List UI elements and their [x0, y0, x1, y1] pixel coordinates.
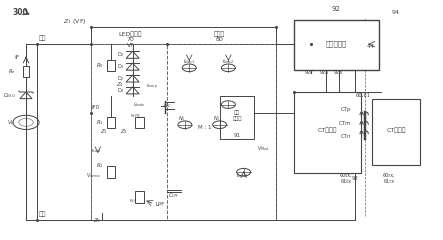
Text: $P_0$: $P_0$	[230, 96, 237, 105]
Bar	[106, 117, 115, 128]
Text: 93: 93	[352, 176, 358, 181]
Text: CT接收器: CT接收器	[386, 127, 406, 133]
Bar	[294, 20, 378, 70]
Text: $R_{LPF2}$: $R_{LPF2}$	[129, 198, 140, 205]
Text: $Z_0$: $Z_0$	[93, 216, 101, 225]
Bar	[106, 167, 115, 178]
Text: iF: iF	[14, 55, 19, 60]
Text: CTp: CTp	[341, 108, 352, 113]
Text: 92b: 92b	[334, 70, 343, 75]
Text: D$_3$: D$_3$	[117, 86, 125, 95]
Text: LED仿真器: LED仿真器	[119, 31, 142, 37]
Text: 94: 94	[392, 10, 400, 15]
Text: 阴极: 阴极	[39, 211, 47, 217]
Text: $C_{LPF}$: $C_{LPF}$	[168, 191, 180, 200]
Text: $i_{temp}$: $i_{temp}$	[146, 82, 158, 92]
Bar	[23, 66, 30, 77]
Text: $R_{LPF1}$: $R_{LPF1}$	[130, 112, 142, 120]
Text: $R_0$: $R_0$	[96, 61, 104, 70]
Text: 80: 80	[216, 36, 224, 42]
Text: $N_C$: $N_C$	[163, 101, 172, 110]
Text: 44: 44	[366, 44, 374, 49]
Text: $i_{diode}$: $i_{diode}$	[132, 100, 145, 109]
Text: 电平
转换器: 电平 转换器	[233, 110, 242, 121]
Bar	[372, 99, 420, 165]
Text: 60rx,
61rx: 60rx, 61rx	[383, 173, 396, 184]
Text: 比较器: 比较器	[214, 31, 225, 37]
Text: $Z_4$: $Z_4$	[116, 80, 124, 89]
Text: $N_1$: $N_1$	[213, 114, 221, 123]
Bar	[135, 117, 144, 128]
Text: $R_2$: $R_2$	[96, 161, 104, 169]
Text: 60,61: 60,61	[356, 92, 371, 97]
Text: 70: 70	[127, 36, 134, 42]
Text: $I_{bias2}$: $I_{bias2}$	[222, 57, 234, 66]
Bar	[294, 91, 361, 173]
Text: 60tx,
61tx: 60tx, 61tx	[339, 173, 352, 184]
Text: D$_1$: D$_1$	[117, 62, 125, 71]
Text: D$_2$: D$_2$	[117, 74, 125, 83]
Bar	[135, 192, 144, 203]
Text: $R_1$: $R_1$	[96, 118, 104, 127]
Text: 300: 300	[13, 8, 29, 17]
Text: $V_{sense}$: $V_{sense}$	[86, 171, 101, 180]
Text: 91: 91	[233, 133, 241, 138]
Text: $V_{Mod}$: $V_{Mod}$	[256, 144, 269, 153]
Text: $I_{bias1}$: $I_{bias1}$	[183, 57, 195, 66]
Text: CTm: CTm	[339, 121, 352, 126]
Text: $Z_2$: $Z_2$	[120, 127, 128, 136]
Text: $D_{ESO}$: $D_{ESO}$	[4, 91, 16, 100]
Text: CTn: CTn	[341, 134, 352, 139]
Text: 电源提取器: 电源提取器	[326, 40, 347, 47]
Bar	[91, 44, 276, 220]
Text: LPF: LPF	[155, 202, 165, 207]
Text: CT发送器: CT发送器	[318, 127, 337, 133]
Bar	[106, 60, 115, 71]
Text: 92c: 92c	[304, 70, 313, 75]
Text: $Z_1$ (VF): $Z_1$ (VF)	[63, 17, 86, 26]
Text: $V_b$: $V_b$	[7, 118, 15, 127]
Text: 92: 92	[332, 6, 341, 12]
Bar	[220, 96, 254, 139]
Text: 92a: 92a	[319, 70, 329, 75]
Text: $R_e$: $R_e$	[8, 67, 16, 76]
Text: 阳极: 阳极	[39, 35, 47, 41]
Bar	[91, 44, 167, 220]
Text: $i_{sum}$: $i_{sum}$	[91, 146, 101, 155]
Text: M : 1: M : 1	[198, 125, 211, 130]
Text: $I_{bias3}$: $I_{bias3}$	[236, 171, 249, 180]
Text: iF0: iF0	[92, 105, 100, 110]
Text: VF: VF	[127, 43, 134, 48]
Text: $N_2$: $N_2$	[178, 114, 185, 123]
Text: $Z_3$: $Z_3$	[101, 127, 109, 136]
Text: D$_0$: D$_0$	[117, 50, 125, 59]
